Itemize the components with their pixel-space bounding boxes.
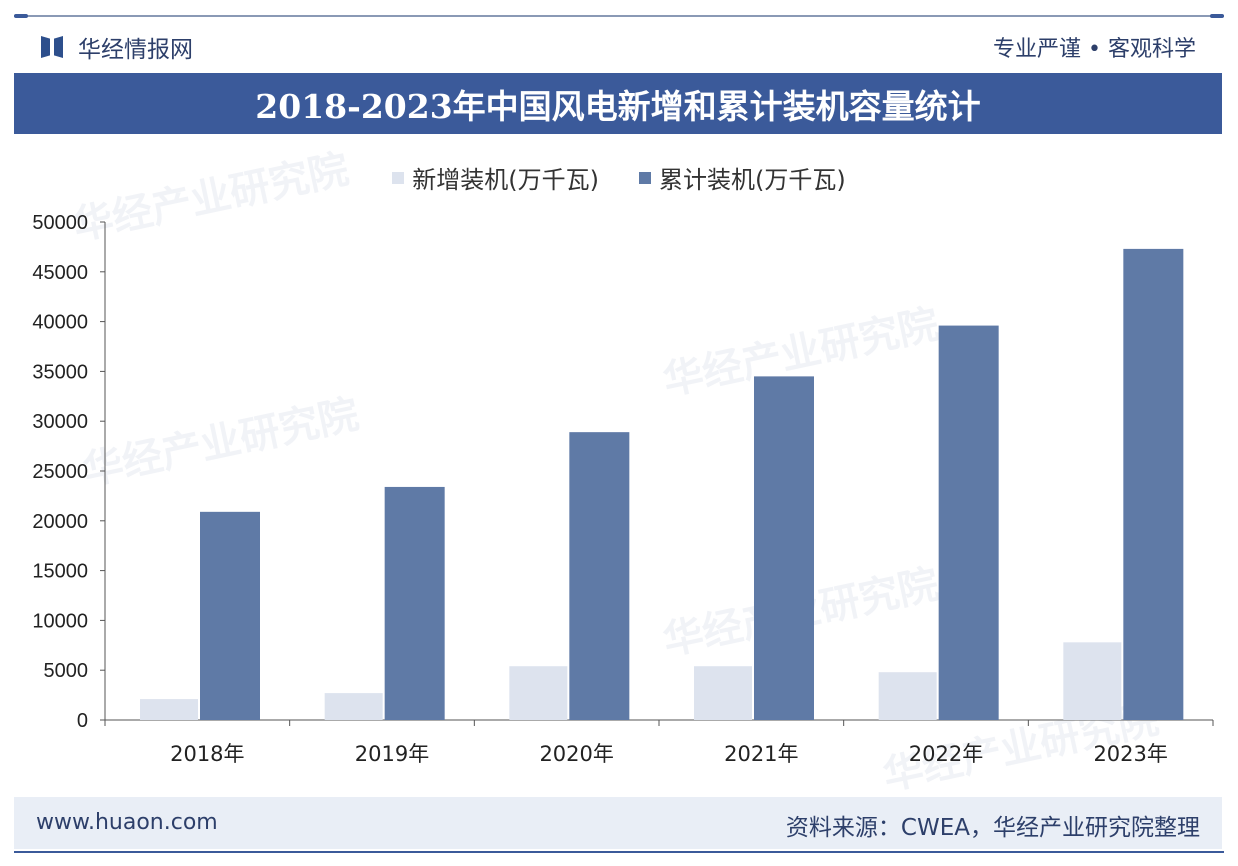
slogan: 专业严谨 • 客观科学	[993, 37, 1196, 62]
bar-cumulative-installed	[754, 376, 814, 720]
y-tick-label: 50000	[32, 212, 88, 234]
x-tick-label: 2019年	[355, 742, 429, 766]
y-tick-label: 5000	[44, 660, 89, 682]
y-tick-label: 25000	[32, 461, 88, 483]
logo: 华经情报网	[40, 30, 193, 64]
title-banner: 2018-2023年中国风电新增和累计装机容量统计	[14, 73, 1222, 134]
chart-title: 2018-2023年中国风电新增和累计装机容量统计	[255, 86, 981, 126]
legend-item-cumulative: 累计装机(万千瓦)	[639, 160, 846, 195]
legend-item-new: 新增装机(万千瓦)	[392, 160, 599, 195]
bar-new-installed	[694, 666, 752, 720]
legend: 新增装机(万千瓦) 累计装机(万千瓦)	[0, 160, 1238, 195]
bar-new-installed	[878, 672, 937, 720]
legend-label: 累计装机(万千瓦)	[659, 166, 846, 194]
y-tick-label: 40000	[32, 312, 88, 334]
top-divider	[14, 14, 1224, 18]
bar-cumulative-installed	[384, 486, 445, 720]
bar-cumulative-installed	[200, 511, 260, 720]
logo-icon	[40, 33, 66, 61]
legend-swatch	[639, 171, 651, 184]
website-url: www.huaon.com	[36, 810, 218, 835]
y-tick-label: 0	[77, 710, 88, 732]
legend-swatch	[392, 171, 405, 184]
y-tick-label: 10000	[32, 610, 88, 632]
footer: www.huaon.com 资料来源：CWEA，华经产业研究院整理	[14, 797, 1222, 849]
bar-cumulative-installed	[569, 432, 630, 720]
source-note: 资料来源：CWEA，华经产业研究院整理	[785, 815, 1200, 841]
bottom-divider	[14, 851, 1224, 853]
y-tick-label: 35000	[32, 361, 88, 383]
x-tick-label: 2023年	[1093, 742, 1167, 766]
bar-cumulative-installed	[1123, 248, 1184, 720]
bar-new-installed	[324, 693, 383, 720]
bar-cumulative-installed	[938, 325, 999, 720]
bar-new-installed	[509, 666, 568, 720]
x-tick-label: 2020年	[539, 742, 613, 766]
y-tick-label: 30000	[32, 411, 88, 433]
bar-new-installed	[140, 699, 198, 720]
bar-new-installed	[1063, 642, 1122, 720]
x-tick-label: 2022年	[909, 742, 983, 766]
bar-chart: 0 5000 10000 15000 20000 25000 30000 35000 40000…	[32, 212, 1214, 766]
y-tick-label: 45000	[32, 262, 88, 284]
logo-text: 华经情报网	[78, 37, 193, 63]
y-tick-label: 15000	[32, 561, 88, 583]
x-tick-label: 2021年	[724, 742, 798, 766]
y-tick-label: 20000	[32, 511, 88, 533]
legend-label: 新增装机(万千瓦)	[412, 166, 599, 194]
x-tick-label: 2018年	[170, 742, 244, 766]
